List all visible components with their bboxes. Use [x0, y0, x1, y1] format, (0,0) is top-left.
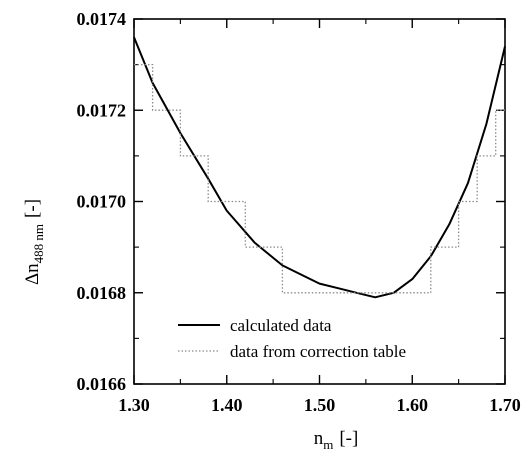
y-axis-label-unit: [-]: [22, 199, 43, 218]
y-axis-label: Δn488 nm [-]: [22, 199, 46, 285]
y-tick-label: 0.0166: [77, 374, 127, 394]
y-tick-label: 0.0168: [77, 283, 127, 303]
y-tick-label: 0.0172: [77, 100, 127, 120]
legend-label-calculated: calculated data: [230, 316, 332, 335]
x-axis-label: nm [-]: [314, 428, 359, 452]
legend: calculated data data from correction tab…: [178, 316, 406, 361]
x-axis-label-sub: m: [323, 437, 333, 452]
y-axis-label-main: Δn: [22, 263, 43, 285]
y-tick-label: 0.0170: [77, 192, 127, 212]
ticks: 1.30 1.40 1.50 1.60 1.70 0.0166 0.0168 0.0170 0.…: [77, 9, 521, 415]
x-tick-label: 1.30: [118, 395, 150, 415]
x-tick-label: 1.50: [304, 395, 336, 415]
series-line-calculated: [133, 36, 506, 299]
x-tick-label: 1.70: [489, 395, 521, 415]
series-line-correction-table: [134, 63, 505, 294]
y-axis-label-sub: 488 nm: [31, 224, 46, 263]
series-layer: [133, 36, 506, 299]
legend-label-correction: data from correction table: [230, 342, 406, 361]
x-tick-label: 1.40: [211, 395, 243, 415]
x-tick-label: 1.60: [397, 395, 429, 415]
x-axis-label-unit: [-]: [339, 428, 358, 449]
x-axis-label-main: n: [314, 428, 324, 449]
y-tick-label: 0.0174: [77, 9, 127, 29]
